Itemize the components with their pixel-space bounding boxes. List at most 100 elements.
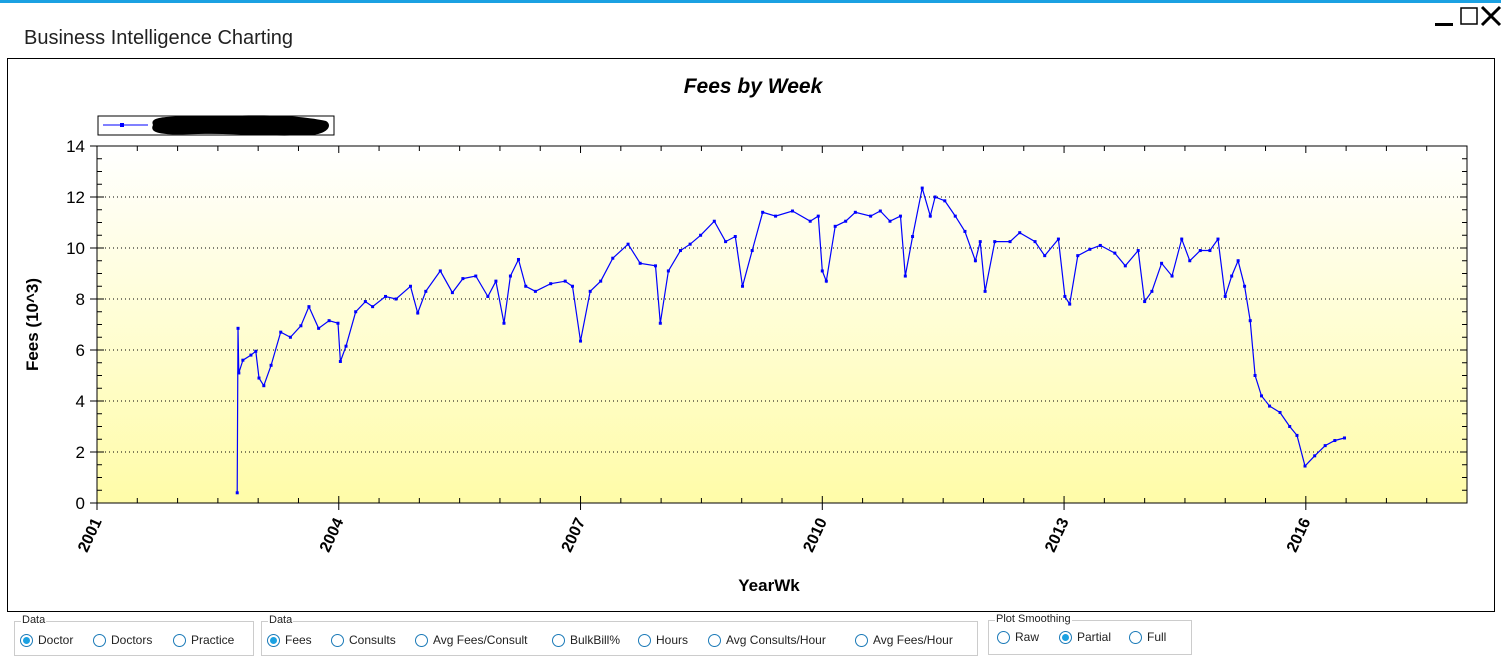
group-label: Data — [268, 614, 294, 626]
radio-label: Avg Consults/Hour — [726, 633, 826, 647]
radio-circle[interactable] — [331, 633, 344, 647]
radio-fees[interactable]: Fees — [267, 633, 312, 647]
data-point — [1248, 319, 1252, 323]
y-axis-label: Fees (10^3) — [23, 278, 42, 371]
plot-area — [97, 146, 1467, 503]
data-point — [1230, 274, 1234, 278]
radio-full[interactable]: Full — [1129, 630, 1166, 644]
radio-circle[interactable] — [638, 633, 651, 647]
radio-avg-fees-hour[interactable]: Avg Fees/Hour — [855, 633, 953, 647]
radio-circle[interactable] — [20, 633, 33, 647]
radio-doctor[interactable]: Doctor — [20, 633, 73, 647]
data-point — [790, 209, 794, 213]
radio-hours[interactable]: Hours — [638, 633, 688, 647]
data-point — [1008, 240, 1012, 244]
radio-circle[interactable] — [855, 633, 868, 647]
radio-partial[interactable]: Partial — [1059, 630, 1111, 644]
radio-circle[interactable] — [173, 633, 186, 647]
data-point — [524, 284, 528, 288]
data-point — [943, 199, 947, 203]
window-title: Business Intelligence Charting — [24, 27, 294, 49]
radio-label: Consults — [349, 633, 396, 647]
radio-raw[interactable]: Raw — [997, 630, 1039, 644]
data-point — [699, 233, 703, 237]
data-point — [599, 279, 603, 283]
data-point — [236, 326, 240, 330]
data-point — [1033, 240, 1037, 244]
y-tick-label: 0 — [76, 494, 85, 513]
data-point — [903, 274, 907, 278]
data-point — [993, 240, 997, 244]
radio-label: Full — [1147, 630, 1167, 644]
data-point — [973, 259, 977, 263]
radio-label: Hours — [656, 633, 689, 647]
data-point — [371, 305, 375, 309]
data-point — [354, 310, 358, 314]
data-point — [658, 321, 662, 325]
close-icon[interactable] — [1479, 4, 1501, 28]
data-point — [688, 242, 692, 246]
minimize-icon[interactable] — [1433, 4, 1457, 28]
radio-circle[interactable] — [1059, 630, 1072, 644]
radio-label: Doctors — [111, 633, 153, 647]
plot-smoothing-group: Plot Smoothing Raw Partial Full — [988, 613, 1192, 655]
legend-redaction — [152, 115, 329, 136]
y-tick-label: 2 — [76, 443, 85, 462]
window-accent-bar — [0, 0, 1501, 3]
data-point — [249, 353, 253, 357]
data-point — [549, 282, 553, 286]
data-point — [928, 214, 932, 218]
data-point — [963, 229, 967, 233]
data-point — [494, 279, 498, 283]
radio-avg-consults-hour[interactable]: Avg Consults/Hour — [708, 633, 826, 647]
data-point — [1323, 444, 1327, 448]
radio-circle[interactable] — [708, 633, 721, 647]
radio-bulkbill[interactable]: BulkBill% — [552, 633, 620, 647]
x-tick-label: 2010 — [800, 515, 830, 555]
data-point — [394, 297, 398, 301]
maximize-icon[interactable] — [1458, 4, 1482, 28]
radio-circle[interactable] — [1129, 630, 1142, 644]
radio-circle[interactable] — [415, 633, 428, 647]
data-point — [933, 195, 937, 199]
radio-circle[interactable] — [997, 630, 1010, 644]
data-point — [666, 269, 670, 273]
radio-circle[interactable] — [552, 633, 565, 647]
data-point — [869, 214, 873, 218]
data-point — [579, 339, 583, 343]
x-axis-label: YearWk — [738, 576, 800, 595]
data-point — [1068, 302, 1072, 306]
radio-circle[interactable] — [93, 633, 106, 647]
radio-practice[interactable]: Practice — [173, 633, 234, 647]
data-point — [1313, 454, 1317, 458]
radio-avg-fees-consult[interactable]: Avg Fees/Consult — [415, 633, 528, 647]
data-point — [712, 219, 716, 223]
y-tick-label: 4 — [76, 392, 85, 411]
data-point — [1198, 249, 1202, 253]
data-point — [570, 284, 574, 288]
data-point — [816, 214, 820, 218]
data-point — [1216, 237, 1220, 241]
data-point — [508, 274, 512, 278]
data-point — [235, 491, 239, 495]
radio-label: BulkBill% — [570, 633, 621, 647]
radio-circle[interactable] — [267, 633, 280, 647]
radio-consults[interactable]: Consults — [331, 633, 396, 647]
data-point — [1098, 243, 1102, 247]
legend — [97, 115, 335, 136]
data-point — [262, 384, 266, 388]
data-point — [416, 311, 420, 315]
radio-doctors[interactable]: Doctors — [93, 633, 152, 647]
data-point — [1088, 247, 1092, 251]
data-point — [344, 344, 348, 348]
data-point — [1150, 289, 1154, 293]
data-metric-group: Data Fees Consults Avg Fees/Consult Bulk… — [261, 614, 978, 656]
data-point — [638, 261, 642, 265]
x-tick-label: 2004 — [317, 515, 347, 555]
data-point — [237, 371, 241, 375]
data-point — [1333, 439, 1337, 443]
data-point — [1223, 294, 1227, 298]
data-point — [1160, 261, 1164, 265]
fees-chart: Fees by Week 0 2 4 6 8 10 12 14 2001 2004 2007 2010… — [23, 75, 1468, 595]
data-point — [920, 186, 924, 190]
